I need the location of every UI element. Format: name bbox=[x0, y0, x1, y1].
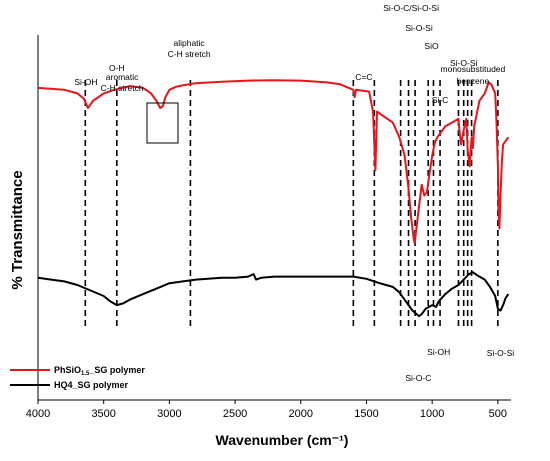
band-annotation: Si-O-Si bbox=[405, 23, 433, 33]
series-lines bbox=[37, 79, 510, 318]
band-annotation: C-H stretch bbox=[101, 83, 144, 93]
band-annotation: Si-OH bbox=[427, 347, 450, 357]
y-axis-title: % Transmittance bbox=[9, 170, 26, 289]
band-annotation: Si-O-C/Si-O-Si bbox=[383, 3, 439, 13]
legend: PhSiO1.5_SG polymer HQ4_SG polymer bbox=[10, 365, 145, 390]
series-line-hq4 bbox=[37, 271, 510, 318]
band-annotation: Si-OH bbox=[74, 77, 97, 87]
band-annotation: O-H bbox=[109, 63, 125, 73]
band-annotation: C-H stretch bbox=[168, 49, 211, 59]
x-tick-label: 2000 bbox=[289, 408, 313, 420]
band-annotation: benzene bbox=[457, 76, 490, 86]
band-annotation: aromatic bbox=[106, 72, 139, 82]
band-annotation: monosubstituded bbox=[441, 64, 506, 74]
legend-label-hq4: HQ4_SG polymer bbox=[54, 380, 129, 390]
band-annotation: Si-O-C bbox=[405, 373, 431, 383]
x-tick-label: 3500 bbox=[91, 408, 115, 420]
band-annotation: Si-C bbox=[432, 95, 449, 105]
x-tick-label: 4000 bbox=[26, 408, 50, 420]
x-tick-label: 1000 bbox=[420, 408, 444, 420]
x-ticks: 4000 3500 3000 2500 2000 1500 1000 500 bbox=[26, 400, 507, 420]
x-tick-label: 1500 bbox=[354, 408, 378, 420]
x-tick-label: 2500 bbox=[223, 408, 247, 420]
series-line-phsio bbox=[37, 79, 510, 245]
band-annotation: C=C bbox=[355, 72, 372, 82]
aromatic-highlight-box bbox=[146, 102, 179, 144]
x-tick-label: 3000 bbox=[157, 408, 181, 420]
x-axis-title: Wavenumber (cm⁻¹) bbox=[216, 432, 349, 448]
legend-label-phsio: PhSiO1.5_SG polymer bbox=[54, 365, 145, 377]
band-annotation: SiO bbox=[424, 41, 439, 51]
band-annotation: aliphatic bbox=[174, 38, 206, 48]
x-tick-label: 500 bbox=[489, 408, 507, 420]
band-annotation: Si-O-Si bbox=[487, 348, 515, 358]
band-annotation: Si-O-Si bbox=[450, 58, 478, 68]
